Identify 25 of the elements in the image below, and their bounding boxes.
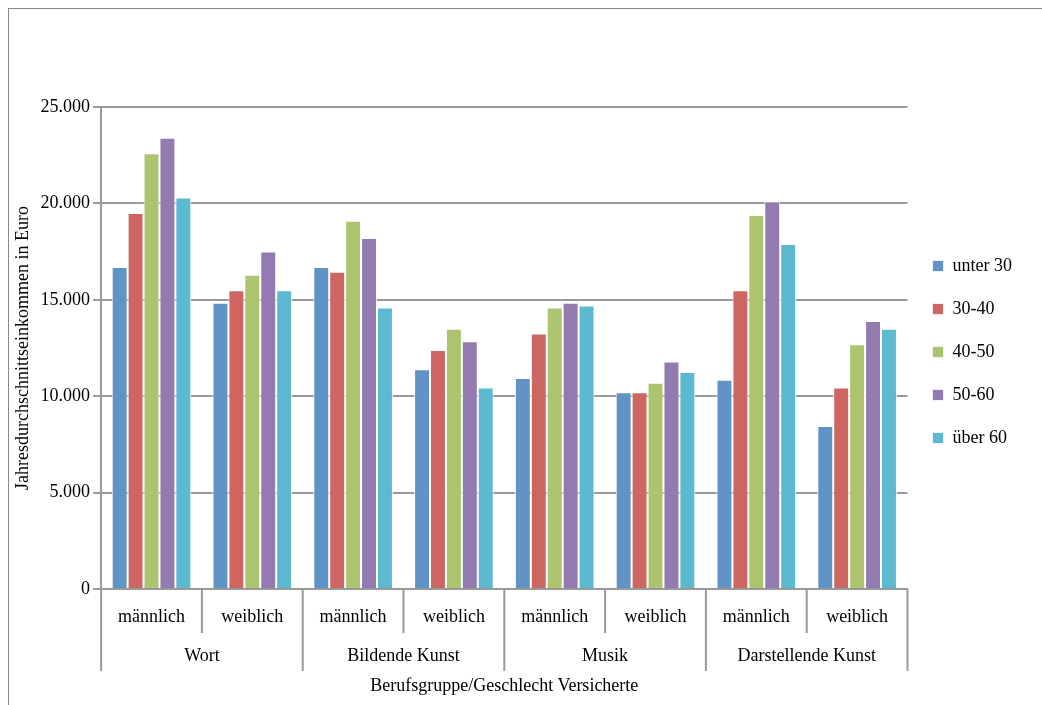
text: Musik: [582, 644, 629, 665]
x-tick-label: männlich: [722, 605, 790, 626]
y-tick-label: 15.000: [40, 288, 91, 309]
y-tick-label: 25.000: [40, 95, 91, 116]
x-tick-label: weiblich: [624, 605, 687, 626]
text: Wort: [184, 644, 220, 665]
x-axis-title: Berufsgruppe/Geschlecht Versicherte: [370, 674, 639, 695]
x-tick-label: männlich: [118, 605, 185, 626]
text: Bildende Kunst: [347, 644, 460, 665]
text: Darstellende Kunst: [737, 644, 876, 665]
y-axis-title: Jahresdurchschnittseinkommen in Euro: [11, 206, 32, 490]
legend-label: 40-50: [952, 340, 995, 361]
y-tick-label: 20.000: [40, 192, 91, 213]
legend-label: über 60: [952, 426, 1007, 447]
x-tick-label: weiblich: [422, 605, 485, 626]
x-tick-label: männlich: [319, 605, 387, 626]
y-tick-label: 0: [81, 577, 91, 598]
x-tick-label: männlich: [521, 605, 589, 626]
y-tick-label: 10.000: [40, 384, 91, 405]
legend-label: unter 30: [952, 254, 1012, 275]
x-tick-label: weiblich: [826, 605, 889, 626]
legend-label: 50-60: [952, 383, 995, 404]
x-tick-label: weiblich: [221, 605, 284, 626]
legend-label: 30-40: [952, 297, 995, 318]
y-tick-label: 5.000: [49, 481, 91, 502]
